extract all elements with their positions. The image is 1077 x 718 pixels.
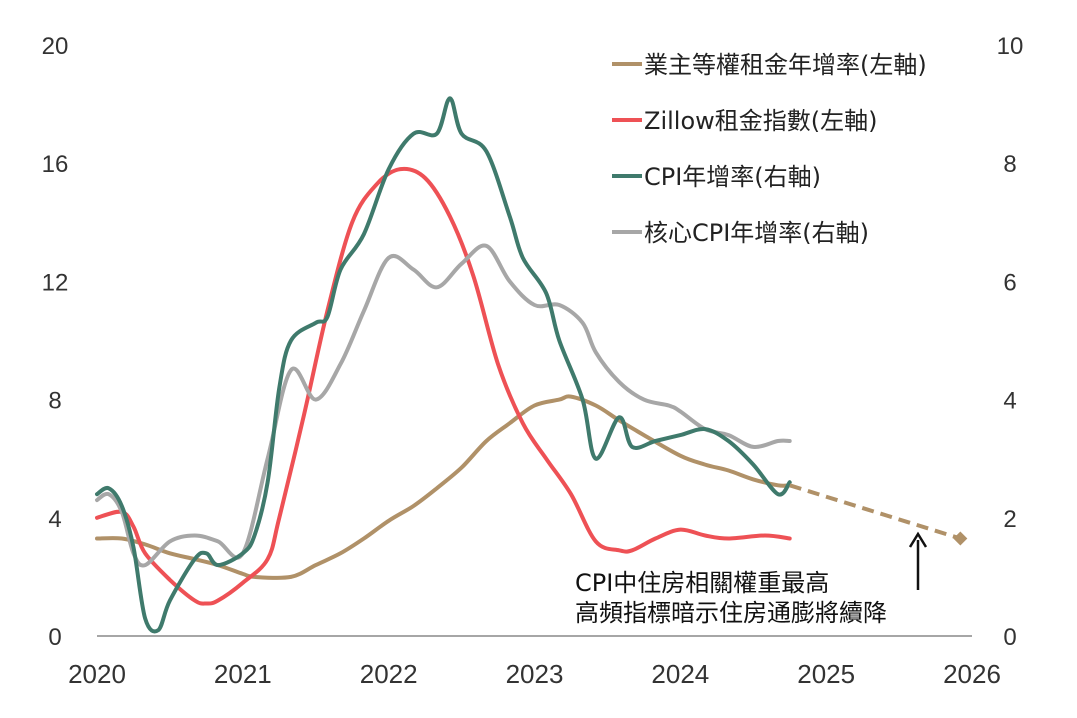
series-oer-projection-marker	[953, 531, 968, 546]
y-tick-right-10: 10	[997, 33, 1024, 60]
series-layer	[95, 96, 968, 634]
y-axis-left: 0 4 8 12 16 20	[42, 33, 69, 651]
series-core-line	[95, 243, 792, 568]
series-oer-projection-line	[789, 483, 961, 541]
annotation-arrow-head	[908, 531, 928, 548]
y-axis-right: 0 2 4 6 8 10	[997, 33, 1024, 651]
x-tick-2025: 2025	[797, 659, 855, 689]
y-tick-left-4: 4	[48, 506, 61, 533]
annotation-line-2: 高頻指標暗示住房通膨將續降	[575, 599, 887, 627]
y-tick-left-0: 0	[48, 624, 61, 651]
legend: 業主等權租金年增率(左軸) Zillow租金指數(左軸) CPI年增率(右軸) 核心C…	[612, 51, 927, 247]
annotation: CPI中住房相關權重最高 高頻指標暗示住房通膨將續降	[575, 531, 928, 627]
series-cpi-line	[95, 96, 792, 634]
y-tick-right-6: 6	[1003, 269, 1016, 296]
x-tick-2026: 2026	[943, 659, 1001, 689]
legend-label-cpi: CPI年增率(右軸)	[644, 163, 821, 191]
x-tick-2021: 2021	[214, 659, 272, 689]
x-tick-2023: 2023	[506, 659, 564, 689]
y-tick-left-16: 16	[42, 151, 69, 178]
legend-label-core: 核心CPI年增率(右軸)	[644, 219, 869, 247]
x-axis: 2020 2021 2022 2023 2024 2025 2026	[68, 659, 1001, 689]
y-tick-left-12: 12	[42, 269, 69, 296]
legend-label-oer: 業主等權租金年增率(左軸)	[644, 51, 927, 79]
x-tick-2024: 2024	[651, 659, 709, 689]
series-oer-line	[95, 394, 792, 580]
y-tick-left-8: 8	[48, 388, 61, 415]
series-zillow-line	[95, 166, 792, 606]
y-tick-left-20: 20	[42, 33, 69, 60]
y-tick-right-8: 8	[1003, 151, 1016, 178]
y-tick-right-2: 2	[1003, 506, 1016, 533]
y-tick-right-4: 4	[1003, 388, 1016, 415]
legend-label-zillow: Zillow租金指數(左軸)	[644, 107, 877, 135]
annotation-line-1: CPI中住房相關權重最高	[575, 569, 829, 597]
x-tick-2022: 2022	[360, 659, 418, 689]
y-tick-right-0: 0	[1003, 624, 1016, 651]
x-tick-2020: 2020	[68, 659, 126, 689]
